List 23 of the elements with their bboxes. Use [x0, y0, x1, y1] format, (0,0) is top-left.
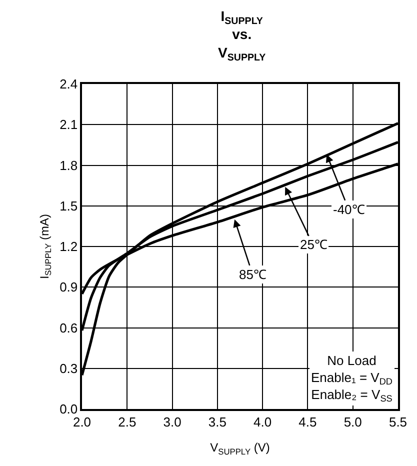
annotation: No Load Enable₁ = V$_{DD}$ Enable₂ = V$_{SS}$ — [311, 353, 393, 404]
y-tick-label: 0.3 — [60, 360, 78, 376]
annotation: 85℃ — [239, 267, 266, 282]
x-axis-title: V$_{SUPPLY}$ (V) — [210, 440, 270, 456]
x-tick-label: 4.0 — [254, 414, 272, 430]
y-tick-label: 0.6 — [60, 320, 78, 336]
annotation: -40℃ — [333, 202, 365, 217]
y-tick-label: 1.5 — [60, 198, 78, 214]
y-tick-label: 1.2 — [60, 239, 78, 254]
x-tick-label: 3.5 — [208, 414, 226, 430]
x-tick-label: 4.5 — [298, 414, 317, 430]
x-tick-label: 5.5 — [388, 414, 408, 430]
x-tick-label: 2.5 — [118, 414, 136, 430]
y-tick-label: 1.8 — [60, 158, 78, 173]
y-tick-label: 2.4 — [60, 76, 78, 92]
x-tick-label: 2.0 — [72, 414, 92, 430]
x-tick-label: 3.0 — [163, 414, 182, 430]
y-tick-label: 0.9 — [60, 280, 78, 295]
x-tick-label: 5.0 — [344, 414, 362, 430]
y-tick-label: 0.0 — [60, 402, 78, 417]
chart-title: I$_{SUPPLY}$ vs. V$_{SUPPLY}$ — [218, 8, 266, 64]
y-tick-label: 2.1 — [60, 117, 78, 132]
annotation: 25℃ — [300, 237, 328, 252]
